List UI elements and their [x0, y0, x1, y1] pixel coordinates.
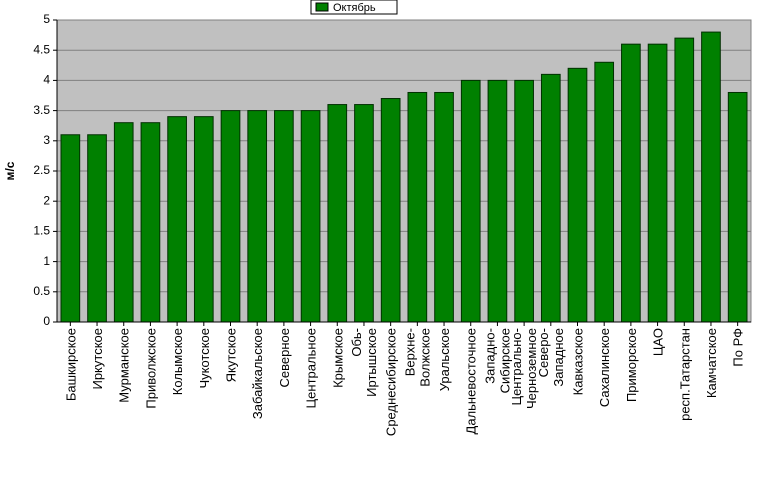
- y-tick-label: 1.5: [33, 224, 50, 238]
- x-tick-label: Обь-Иртышское: [349, 328, 379, 397]
- x-tick-label: Дальневосточное: [464, 328, 479, 434]
- bar: [193, 116, 214, 323]
- legend-swatch: [315, 2, 329, 12]
- bar: [674, 37, 695, 323]
- x-tick-label: Мурманское: [117, 328, 132, 403]
- bar: [113, 122, 134, 323]
- x-tick-label: Иркутское: [90, 328, 105, 390]
- y-tick-label: 5: [43, 12, 50, 26]
- x-tick-label: Кавказское: [571, 328, 586, 395]
- bar: [487, 79, 508, 323]
- bar: [380, 98, 401, 323]
- x-tick-label: Крымское: [330, 328, 345, 388]
- bar: [247, 110, 268, 323]
- bar: [540, 73, 561, 323]
- x-tick-label: Северное: [277, 328, 292, 387]
- bar: [514, 79, 534, 323]
- bar: [594, 61, 615, 323]
- x-tick-label: Центральное: [304, 328, 319, 408]
- x-tick-label: Центрально-Черноземное: [509, 328, 539, 409]
- x-tick-label: Забайкальское: [250, 328, 265, 419]
- bar: [647, 43, 668, 323]
- bar: [727, 91, 748, 323]
- x-tick-label: Верхне-Волжское: [402, 328, 432, 387]
- x-tick-label: Камчатское: [704, 328, 719, 398]
- bar: [567, 67, 588, 323]
- y-tick-label: 3: [43, 133, 50, 147]
- legend-box: [310, 0, 398, 15]
- legend-label: Октябрь: [333, 2, 376, 14]
- bar: [407, 91, 428, 323]
- bar: [300, 110, 321, 323]
- bar: [140, 122, 161, 323]
- bar: [621, 43, 641, 323]
- y-tick-label: 1: [43, 254, 50, 268]
- x-tick-label: ЦАО: [651, 328, 666, 356]
- bar: [60, 134, 81, 323]
- x-tick-label: Приморское: [624, 328, 639, 402]
- bar: [434, 91, 454, 323]
- bar: [274, 110, 294, 323]
- bar: [701, 31, 721, 323]
- y-tick-label: 4: [43, 73, 50, 87]
- x-tick-label: Чукотское: [197, 328, 212, 389]
- x-tick-label: Приволжское: [143, 328, 158, 409]
- x-tick-label: респ.Татарстан: [677, 328, 692, 421]
- x-tick-label: Сахалинское: [597, 328, 612, 407]
- x-tick-label: Уральское: [437, 328, 452, 391]
- y-tick-label: 0: [43, 314, 50, 328]
- bar: [220, 110, 241, 323]
- x-tick-label: Якутское: [224, 328, 239, 382]
- y-tick-label: 3.5: [33, 103, 50, 117]
- y-axis-label: м/с: [3, 161, 17, 180]
- y-tick-label: 2.5: [33, 163, 50, 177]
- bar: [354, 104, 374, 323]
- bar: [327, 104, 348, 323]
- y-tick-label: 2: [43, 193, 50, 207]
- x-tick-label: По РФ: [731, 328, 746, 367]
- x-tick-label: Северо-Западное: [536, 328, 566, 387]
- y-tick-label: 4.5: [33, 42, 50, 56]
- x-tick-label: Колымское: [170, 328, 185, 395]
- x-tick-label: Башкирское: [63, 328, 78, 401]
- bar: [460, 79, 481, 323]
- bar: [167, 116, 187, 323]
- bar: [87, 134, 107, 323]
- x-tick-label: Западно-Сибирское: [482, 328, 512, 393]
- y-tick-label: 0.5: [33, 284, 50, 298]
- x-tick-label: Среднесибирское: [384, 328, 399, 436]
